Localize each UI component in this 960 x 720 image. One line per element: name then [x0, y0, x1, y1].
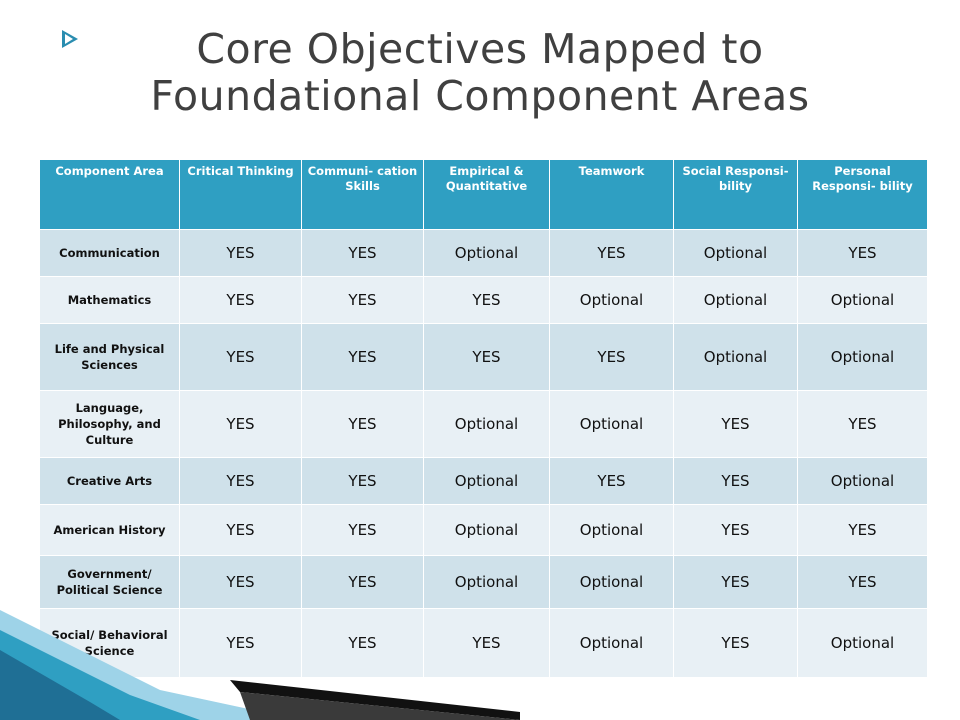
table-row: Government/ Political Science YES YES Op…: [39, 555, 928, 609]
row-label: Language, Philosophy, and Culture: [39, 390, 180, 458]
table-cell: YES: [301, 390, 424, 458]
table-cell: Optional: [797, 323, 928, 391]
table-cell: Optional: [673, 276, 798, 324]
table-cell: Optional: [423, 555, 550, 609]
row-label: Communication: [39, 229, 180, 277]
table-row: American History YES YES Optional Option…: [39, 504, 928, 556]
table-cell: Optional: [423, 504, 550, 556]
column-header-social-responsibility: Social Responsi- bility: [673, 159, 798, 230]
table-row: Creative Arts YES YES Optional YES YES O…: [39, 457, 928, 505]
table-cell: YES: [179, 608, 302, 678]
table-cell: YES: [301, 276, 424, 324]
table-cell: YES: [549, 229, 674, 277]
table-cell: Optional: [673, 229, 798, 277]
table-cell: YES: [423, 323, 550, 391]
table-cell: YES: [179, 229, 302, 277]
row-label: Creative Arts: [39, 457, 180, 505]
table-cell: YES: [301, 457, 424, 505]
column-header-critical-thinking: Critical Thinking: [179, 159, 302, 230]
table-cell: YES: [797, 229, 928, 277]
table-cell: Optional: [549, 504, 674, 556]
table-row: Language, Philosophy, and Culture YES YE…: [39, 390, 928, 458]
column-header-communication-skills: Communi- cation Skills: [301, 159, 424, 230]
column-header-teamwork: Teamwork: [549, 159, 674, 230]
table-cell: YES: [673, 608, 798, 678]
table-cell: Optional: [423, 229, 550, 277]
table-cell: YES: [301, 555, 424, 609]
table-cell: YES: [179, 555, 302, 609]
table-row: Communication YES YES Optional YES Optio…: [39, 229, 928, 277]
column-header-personal-responsibility: Personal Responsi- bility: [797, 159, 928, 230]
table-cell: YES: [179, 504, 302, 556]
table-cell: YES: [673, 390, 798, 458]
table-cell: YES: [179, 323, 302, 391]
table-cell: YES: [423, 608, 550, 678]
table-cell: Optional: [673, 323, 798, 391]
table-cell: YES: [797, 504, 928, 556]
row-label: Mathematics: [39, 276, 180, 324]
corner-wave-decoration: [0, 610, 520, 720]
arrow-bullet-icon: [62, 30, 78, 48]
table-cell: YES: [301, 323, 424, 391]
table-cell: YES: [301, 229, 424, 277]
table-cell: Optional: [549, 555, 674, 609]
column-header-empirical-quantitative: Empirical & Quantitative: [423, 159, 550, 230]
table-cell: YES: [179, 276, 302, 324]
row-label: Government/ Political Science: [39, 555, 180, 609]
slide-title: Core Objectives Mapped to Foundational C…: [150, 25, 810, 120]
table-cell: Optional: [549, 390, 674, 458]
table-cell: YES: [549, 457, 674, 505]
table-cell: YES: [673, 457, 798, 505]
column-header-component-area: Component Area: [39, 159, 180, 230]
table-cell: YES: [797, 390, 928, 458]
row-label: American History: [39, 504, 180, 556]
table-row: Mathematics YES YES YES Optional Optiona…: [39, 276, 928, 324]
table-cell: YES: [179, 390, 302, 458]
table-cell: YES: [179, 457, 302, 505]
table-cell: Optional: [423, 457, 550, 505]
objectives-table: Component Area Critical Thinking Communi…: [39, 159, 928, 678]
table-cell: Optional: [423, 390, 550, 458]
table-cell: YES: [301, 608, 424, 678]
header-row: Component Area Critical Thinking Communi…: [39, 159, 928, 230]
table-cell: Optional: [549, 276, 674, 324]
table-cell: YES: [797, 555, 928, 609]
table-cell: Optional: [549, 608, 674, 678]
row-label: Life and Physical Sciences: [39, 323, 180, 391]
table-cell: YES: [549, 323, 674, 391]
table-cell: Optional: [797, 276, 928, 324]
table-cell: Optional: [797, 457, 928, 505]
table-cell: YES: [673, 555, 798, 609]
table-cell: YES: [673, 504, 798, 556]
table-row: Social/ Behavioral Science YES YES YES O…: [39, 608, 928, 678]
table-row: Life and Physical Sciences YES YES YES Y…: [39, 323, 928, 391]
table-cell: YES: [423, 276, 550, 324]
table-cell: Optional: [797, 608, 928, 678]
table-cell: YES: [301, 504, 424, 556]
